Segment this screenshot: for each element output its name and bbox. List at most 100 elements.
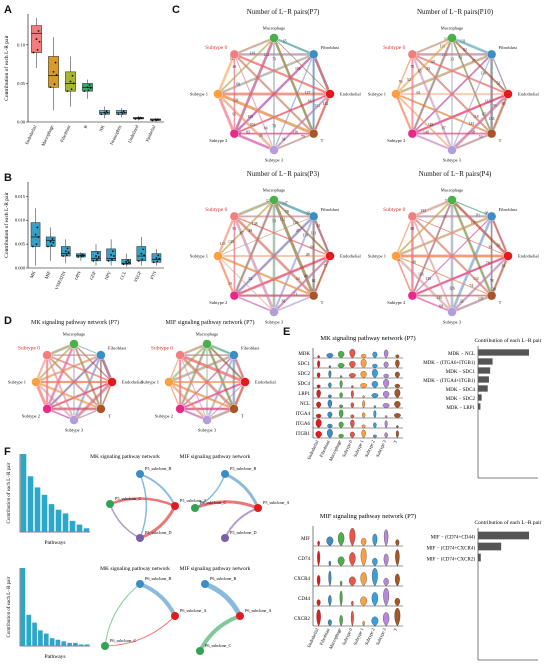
- box-point: [137, 259, 140, 262]
- edge-count: 127: [305, 91, 311, 95]
- pair-label: MDK − SDC1: [446, 370, 476, 375]
- edge-count: 59: [228, 282, 232, 286]
- network-edge: [273, 93, 331, 151]
- edge-count: 126: [449, 287, 455, 291]
- network-node: [229, 350, 239, 360]
- f-net-title: MIF signaling pathway network: [180, 566, 251, 572]
- network-edge: [273, 37, 331, 95]
- network-edge: [233, 53, 315, 135]
- box-point: [81, 253, 84, 256]
- violin: [349, 361, 356, 369]
- box-point: [104, 113, 107, 115]
- network-node-label: Fibroblast: [108, 346, 127, 351]
- network-edge: [411, 199, 453, 296]
- edge-count: 122: [473, 277, 479, 281]
- network-edge: [411, 53, 454, 151]
- box-point: [121, 113, 124, 115]
- network-edge: [217, 199, 275, 257]
- box-point: [71, 74, 74, 77]
- network-node: [407, 211, 418, 222]
- violin: [384, 432, 388, 439]
- f-network-edge: [139, 473, 176, 507]
- f-network-node-label: P6_subclone_C: [110, 638, 136, 643]
- f-bar: [38, 630, 43, 646]
- network-edge: [412, 215, 509, 257]
- f-network-node: [236, 612, 244, 620]
- network-node: [107, 377, 117, 387]
- box-point: [65, 254, 68, 256]
- violin: [328, 382, 332, 389]
- edge-count: 133: [228, 240, 234, 244]
- network-edge: [395, 93, 492, 135]
- network-node-label: Subtype 2: [387, 300, 405, 305]
- violin: [360, 572, 367, 587]
- edge-count: 33: [450, 57, 454, 61]
- network-edge: [233, 215, 315, 297]
- f-network-node: [221, 534, 229, 542]
- edge-count: 38: [492, 288, 496, 292]
- panel-label-d: D: [4, 315, 12, 327]
- box-point: [151, 119, 154, 122]
- edge-count: 71: [294, 293, 298, 297]
- pair-label: MDK − NCL: [448, 352, 475, 357]
- network-node-label: Subtype 0: [383, 45, 405, 51]
- violin: [327, 394, 332, 399]
- violin: [372, 533, 378, 547]
- box-point: [35, 38, 38, 40]
- network-edge: [233, 215, 315, 297]
- network-edge: [451, 216, 493, 313]
- f-network-node: [254, 504, 262, 512]
- edge-count: 81: [476, 213, 480, 217]
- box-point: [158, 257, 161, 260]
- network-node: [503, 89, 513, 99]
- network-edge: [412, 255, 509, 297]
- network-node: [503, 251, 513, 261]
- network-edge: [411, 53, 509, 96]
- box-point: [96, 258, 98, 261]
- violin: [339, 404, 344, 409]
- network-edge: [273, 93, 331, 151]
- network-node-label: Subtype 2: [155, 413, 173, 418]
- edge-count: 139: [302, 234, 308, 238]
- d-title-mif: MIF signaling pathway network (P7): [165, 320, 255, 326]
- bar-title: Contribution of each L−R pair: [475, 337, 542, 344]
- edge-count: 105: [247, 115, 253, 119]
- box-point: [128, 261, 130, 264]
- edge-count: 108: [295, 67, 301, 71]
- edge-count: 141: [250, 51, 256, 55]
- x-tick-label: Neutrophils: [109, 124, 123, 146]
- box-point: [67, 251, 70, 254]
- network-edge: [273, 54, 315, 151]
- edge-count: 62: [312, 279, 316, 283]
- gene-label: SDC2: [298, 372, 311, 377]
- panel-b-boxplot: 0.000 0.005 0.010 0.015 Contribution of each…: [3, 182, 164, 290]
- network-node-label: T: [108, 413, 111, 418]
- network-edge: [411, 54, 453, 151]
- network-node-label: Fibroblast: [321, 45, 340, 50]
- edge-count: 39: [488, 246, 492, 250]
- network-edge: [179, 353, 246, 384]
- network-edge: [395, 53, 493, 96]
- f-bar: [48, 504, 55, 532]
- network-edge: [272, 199, 315, 297]
- network-edge: [233, 53, 315, 135]
- network-node-label: Subtype 1: [368, 254, 386, 259]
- network-edge: [217, 53, 315, 96]
- network-node: [213, 89, 223, 99]
- y-tick-label: 0.015: [15, 194, 26, 199]
- network-edge: [451, 37, 509, 95]
- edge-count: 68: [439, 305, 443, 309]
- network-edge: [179, 353, 246, 384]
- network-edge: [179, 354, 208, 421]
- network-edge: [46, 354, 102, 410]
- network-node-label: Subtype 0: [18, 346, 40, 352]
- edge-count: 124: [266, 199, 272, 203]
- edge-count: 133: [420, 209, 426, 213]
- box-point: [125, 260, 128, 263]
- violin: [395, 354, 400, 359]
- network-edge: [233, 54, 275, 151]
- y-tick-label: 0.005: [15, 242, 26, 247]
- f-network-node: [171, 612, 179, 620]
- f-bar: [76, 524, 83, 532]
- network-edge: [233, 53, 315, 135]
